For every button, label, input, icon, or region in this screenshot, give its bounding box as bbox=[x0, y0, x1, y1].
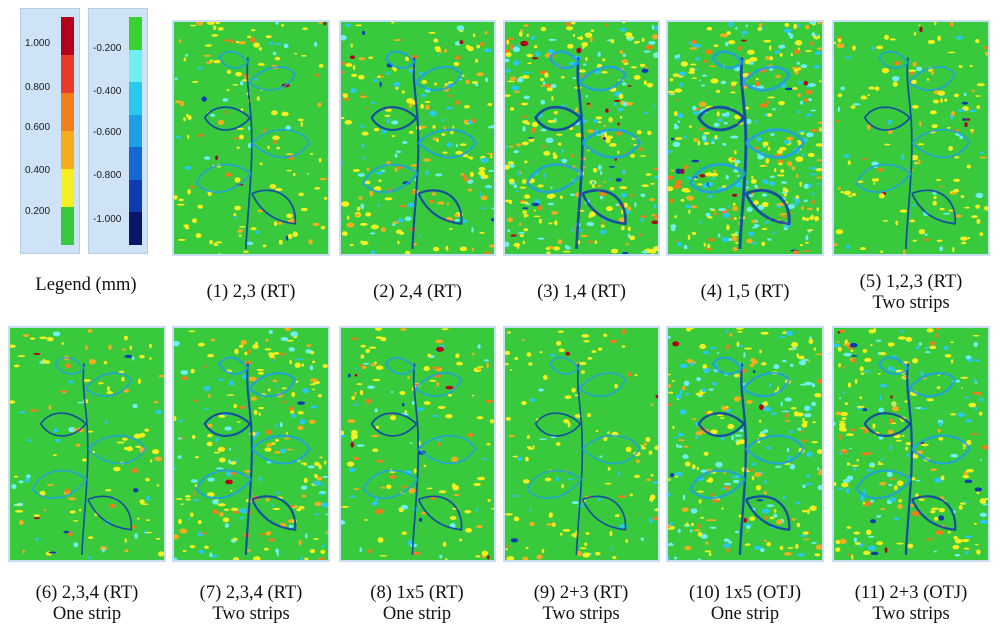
legend-tick: -1.000 bbox=[93, 214, 122, 225]
positive-color-bar bbox=[61, 17, 74, 245]
legend-tick: -0.600 bbox=[93, 127, 122, 138]
legend-tick: 0.400 bbox=[25, 165, 51, 176]
deviation-map-7 bbox=[172, 326, 330, 562]
panel-caption-2: (2) 2,4 (RT) bbox=[373, 282, 462, 302]
deviation-map-10 bbox=[666, 326, 824, 562]
deviation-map-2 bbox=[339, 20, 496, 256]
legend-tick: -0.800 bbox=[93, 170, 122, 181]
panel-caption-4: (4) 1,5 (RT) bbox=[700, 282, 790, 302]
deviation-map-4 bbox=[666, 20, 824, 256]
panel-caption-10: (10) 1x5 (OTJ) One strip bbox=[688, 583, 801, 624]
legend-tick: 0.800 bbox=[25, 82, 51, 93]
legend-negative-scale: -0.200 -0.400 -0.600 -0.800 -1.000 bbox=[88, 8, 148, 254]
panel-caption-7: (7) 2,3,4 (RT) Two strips bbox=[199, 583, 303, 624]
panel-caption-8: (8) 1x5 (RT) One strip bbox=[370, 583, 464, 624]
deviation-map-5 bbox=[832, 20, 990, 256]
panel-caption-3: (3) 1,4 (RT) bbox=[537, 282, 626, 302]
legend-tick: -0.400 bbox=[93, 86, 122, 97]
legend-tick: 1.000 bbox=[25, 38, 51, 49]
panel-caption-9: (9) 2+3 (RT) Two strips bbox=[533, 583, 629, 624]
panel-caption-5: (5) 1,2,3 (RT) Two strips bbox=[859, 272, 963, 313]
deviation-map-11 bbox=[832, 326, 990, 562]
panel-caption-6: (6) 2,3,4 (RT) One strip bbox=[35, 583, 139, 624]
panel-caption-11: (11) 2+3 (OTJ) Two strips bbox=[854, 583, 968, 624]
panel-caption-1: (1) 2,3 (RT) bbox=[206, 282, 296, 302]
deviation-map-9 bbox=[503, 326, 660, 562]
legend-tick: 0.600 bbox=[25, 122, 51, 133]
negative-color-bar bbox=[129, 17, 142, 246]
deviation-map-8 bbox=[339, 326, 496, 562]
legend-positive-scale: 1.000 0.800 0.600 0.400 0.200 bbox=[20, 8, 80, 254]
legend-label: Legend (mm) bbox=[35, 275, 137, 295]
deviation-map-1 bbox=[172, 20, 330, 256]
deviation-map-3 bbox=[503, 20, 660, 256]
legend-tick: 0.200 bbox=[25, 206, 51, 217]
deviation-map-6 bbox=[8, 326, 166, 562]
legend-tick: -0.200 bbox=[93, 43, 122, 54]
